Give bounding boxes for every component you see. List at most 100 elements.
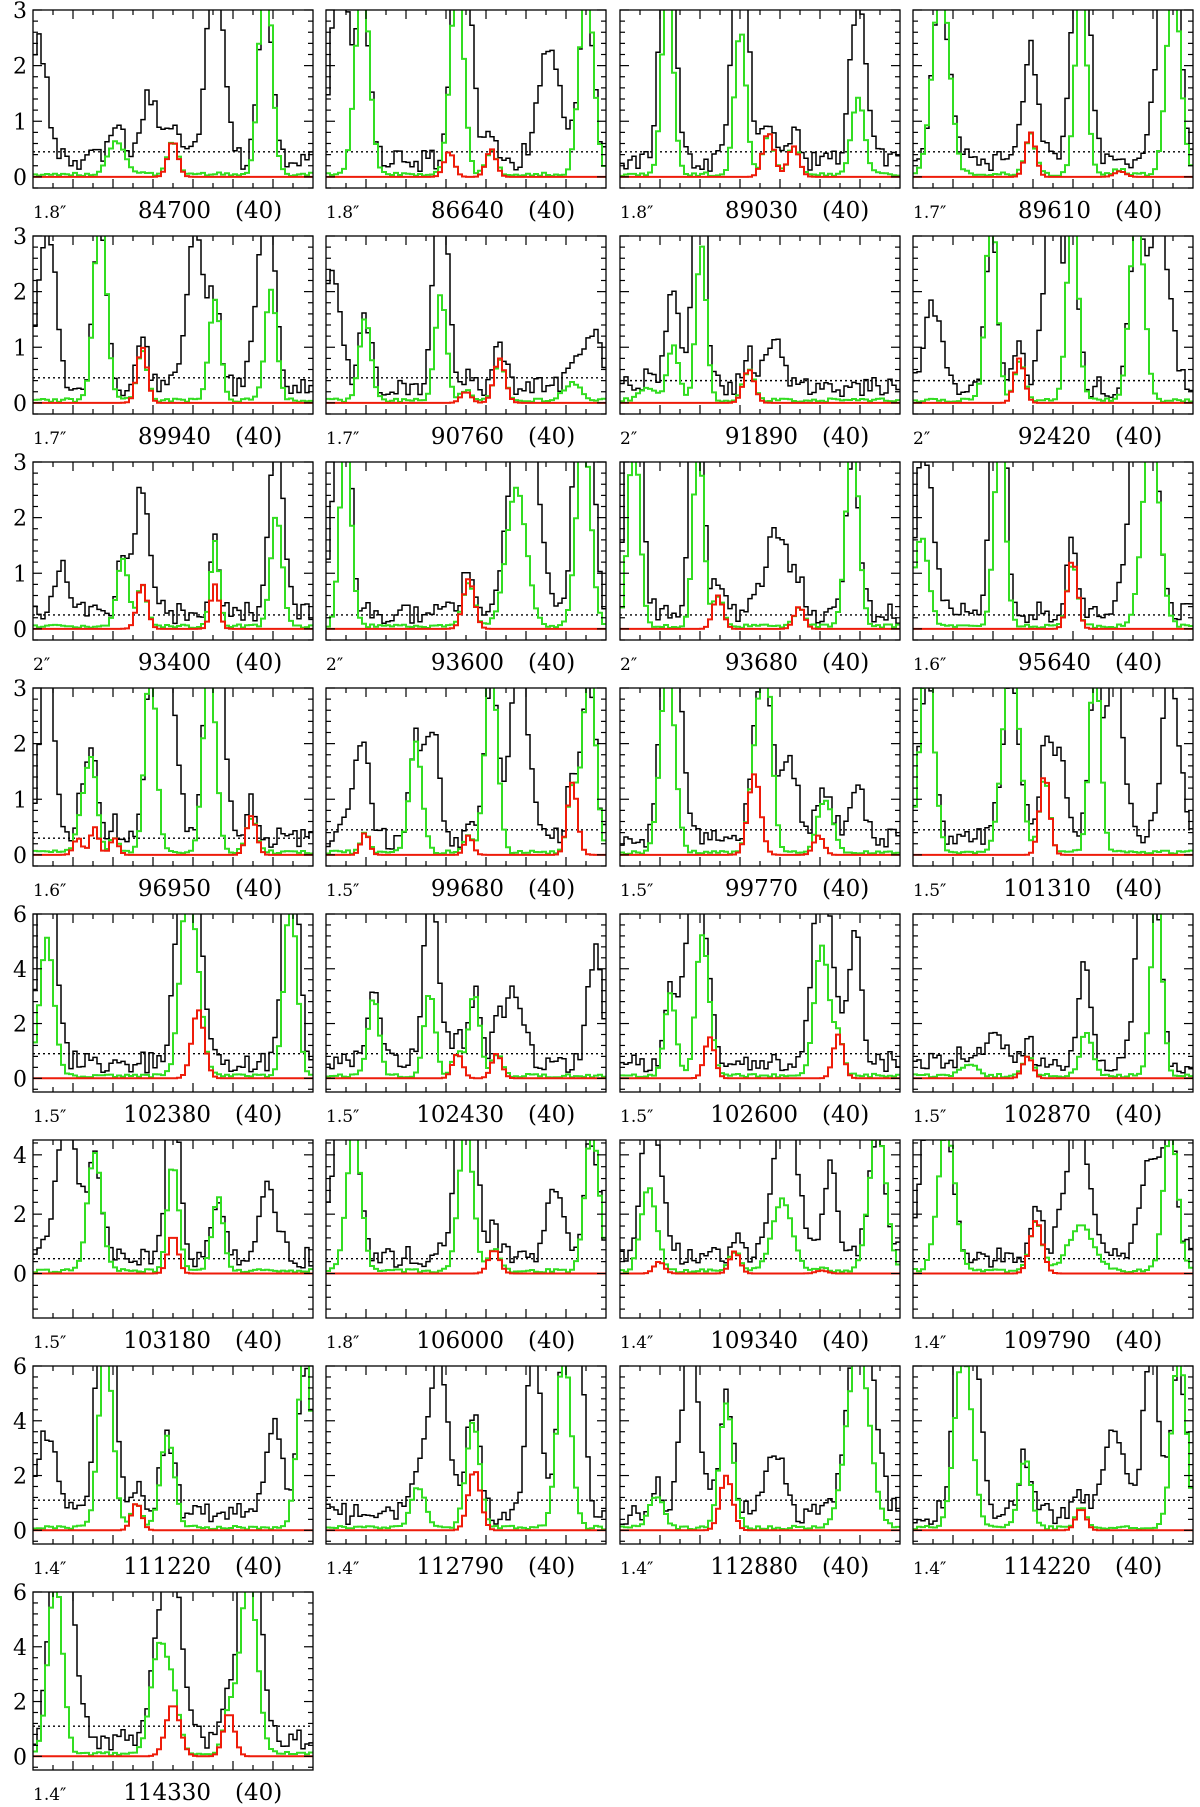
- observed-spectrum: [33, 462, 313, 625]
- plot-area: [620, 1366, 900, 1532]
- line-feature: [33, 815, 313, 856]
- panel-width-label: (40): [235, 1102, 282, 1128]
- beam-size-label: 1.7″: [326, 429, 359, 449]
- observed-spectrum: [326, 688, 606, 850]
- panel-frame: [912, 461, 1194, 641]
- observed-spectrum: [913, 914, 1193, 1074]
- line-feature: [33, 1236, 313, 1275]
- plot-area: [913, 1140, 1193, 1275]
- panel-width-label: (40): [822, 1328, 869, 1354]
- plot-area: [620, 10, 900, 178]
- beam-size-label: 1.4″: [326, 1559, 359, 1579]
- spectrum-panel: 0 1 2 3 2″ 93400 (40): [13, 451, 314, 676]
- panel-width-label: (40): [822, 424, 869, 450]
- panel-frequency-label: 91890: [725, 424, 798, 450]
- beam-size-label: 1.7″: [33, 429, 66, 449]
- y-tick-label: 3: [13, 225, 27, 250]
- y-tick-label: 2: [13, 733, 27, 758]
- plot-area: [913, 1366, 1193, 1532]
- model-spectrum: [33, 10, 313, 177]
- model-spectrum: [620, 462, 900, 629]
- y-tick-label: 3: [13, 0, 27, 24]
- y-tick-label: 3: [13, 451, 27, 476]
- model-spectrum: [33, 1366, 313, 1531]
- panel-width-label: (40): [528, 650, 575, 676]
- y-tick-label: 2: [13, 1691, 27, 1716]
- panel-grid: 0 1 2 3 1.8″ 84700 (40) 1.8″ 86640 (40) 1.8″ 89030 (…: [13, 0, 1194, 1806]
- panel-width-label: (40): [235, 1328, 282, 1354]
- line-feature: [326, 148, 606, 178]
- beam-size-label: 1.8″: [326, 1333, 359, 1353]
- line-feature: [620, 1250, 900, 1275]
- panel-frame: [325, 913, 607, 1093]
- observed-spectrum: [33, 914, 313, 1074]
- panel-frequency-label: 92420: [1018, 424, 1091, 450]
- plot-area: [326, 1140, 606, 1275]
- panel-frequency-label: 102380: [123, 1102, 211, 1128]
- panel-width-label: (40): [528, 876, 575, 902]
- line-feature: [913, 131, 1193, 178]
- panel-width-label: (40): [528, 1328, 575, 1354]
- y-tick-label: 1: [13, 336, 27, 361]
- model-spectrum: [326, 294, 606, 403]
- panel-width-label: (40): [1115, 1328, 1162, 1354]
- model-spectrum: [913, 10, 1193, 177]
- line-feature: [326, 1250, 606, 1275]
- spectrum-panel: 0 1 2 3 1.7″ 89940 (40): [13, 225, 314, 450]
- panel-frequency-label: 93600: [431, 650, 504, 676]
- beam-size-label: 1.7″: [913, 203, 946, 223]
- beam-size-label: 2″: [620, 655, 637, 675]
- beam-size-label: 1.5″: [33, 1333, 66, 1353]
- beam-size-label: 1.5″: [913, 881, 946, 901]
- panel-width-label: (40): [822, 876, 869, 902]
- panel-frequency-label: 102430: [416, 1102, 504, 1128]
- spectrum-panel: 1.5″ 102600 (40): [619, 913, 901, 1128]
- panel-width-label: (40): [528, 198, 575, 224]
- y-tick-label: 0: [13, 166, 27, 191]
- panel-frequency-label: 114330: [123, 1780, 211, 1806]
- beam-size-label: 1.5″: [326, 881, 359, 901]
- spectrum-panel: 1.5″ 102430 (40): [325, 913, 607, 1128]
- spectrum-panel: 2″ 93680 (40): [619, 461, 901, 676]
- panel-frequency-label: 99770: [725, 876, 798, 902]
- panel-width-label: (40): [822, 650, 869, 676]
- panel-frequency-label: 109340: [710, 1328, 798, 1354]
- observed-spectrum: [33, 236, 313, 397]
- observed-spectrum: [33, 1366, 313, 1523]
- model-spectrum: [620, 688, 900, 855]
- panel-frequency-label: 106000: [416, 1328, 504, 1354]
- panel-width-label: (40): [528, 1102, 575, 1128]
- observed-spectrum: [620, 462, 900, 625]
- observed-spectrum: [913, 1140, 1193, 1268]
- plot-area: [33, 914, 313, 1080]
- panel-frame: [619, 687, 901, 867]
- beam-size-label: 1.5″: [620, 1107, 653, 1127]
- line-feature: [620, 1474, 900, 1532]
- model-spectrum: [620, 1366, 900, 1531]
- spectrum-panel: 1.5″ 99680 (40): [325, 687, 607, 902]
- observed-spectrum: [326, 10, 606, 172]
- y-tick-label: 0: [13, 1519, 27, 1544]
- line-feature: [913, 1055, 1193, 1080]
- observed-spectrum: [620, 236, 900, 398]
- model-spectrum: [33, 516, 313, 629]
- panel-frame: [619, 235, 901, 415]
- observed-spectrum: [913, 1366, 1193, 1525]
- observed-spectrum: [33, 688, 313, 848]
- panel-width-label: (40): [235, 1780, 282, 1806]
- model-spectrum: [33, 1592, 313, 1757]
- plot-area: [326, 1366, 606, 1532]
- panel-frequency-label: 109790: [1003, 1328, 1091, 1354]
- plot-area: [913, 462, 1193, 630]
- plot-area: [326, 914, 606, 1080]
- spectrum-panel: 1.7″ 89610 (40): [912, 9, 1194, 224]
- y-tick-label: 4: [13, 1636, 27, 1661]
- panel-width-label: (40): [1115, 1102, 1162, 1128]
- panel-frequency-label: 102600: [710, 1102, 798, 1128]
- panel-frame: [32, 1139, 314, 1319]
- model-spectrum: [326, 1366, 606, 1531]
- model-spectrum: [620, 934, 900, 1079]
- beam-size-label: 1.4″: [913, 1333, 946, 1353]
- line-feature: [620, 773, 900, 856]
- y-tick-label: 2: [13, 1013, 27, 1038]
